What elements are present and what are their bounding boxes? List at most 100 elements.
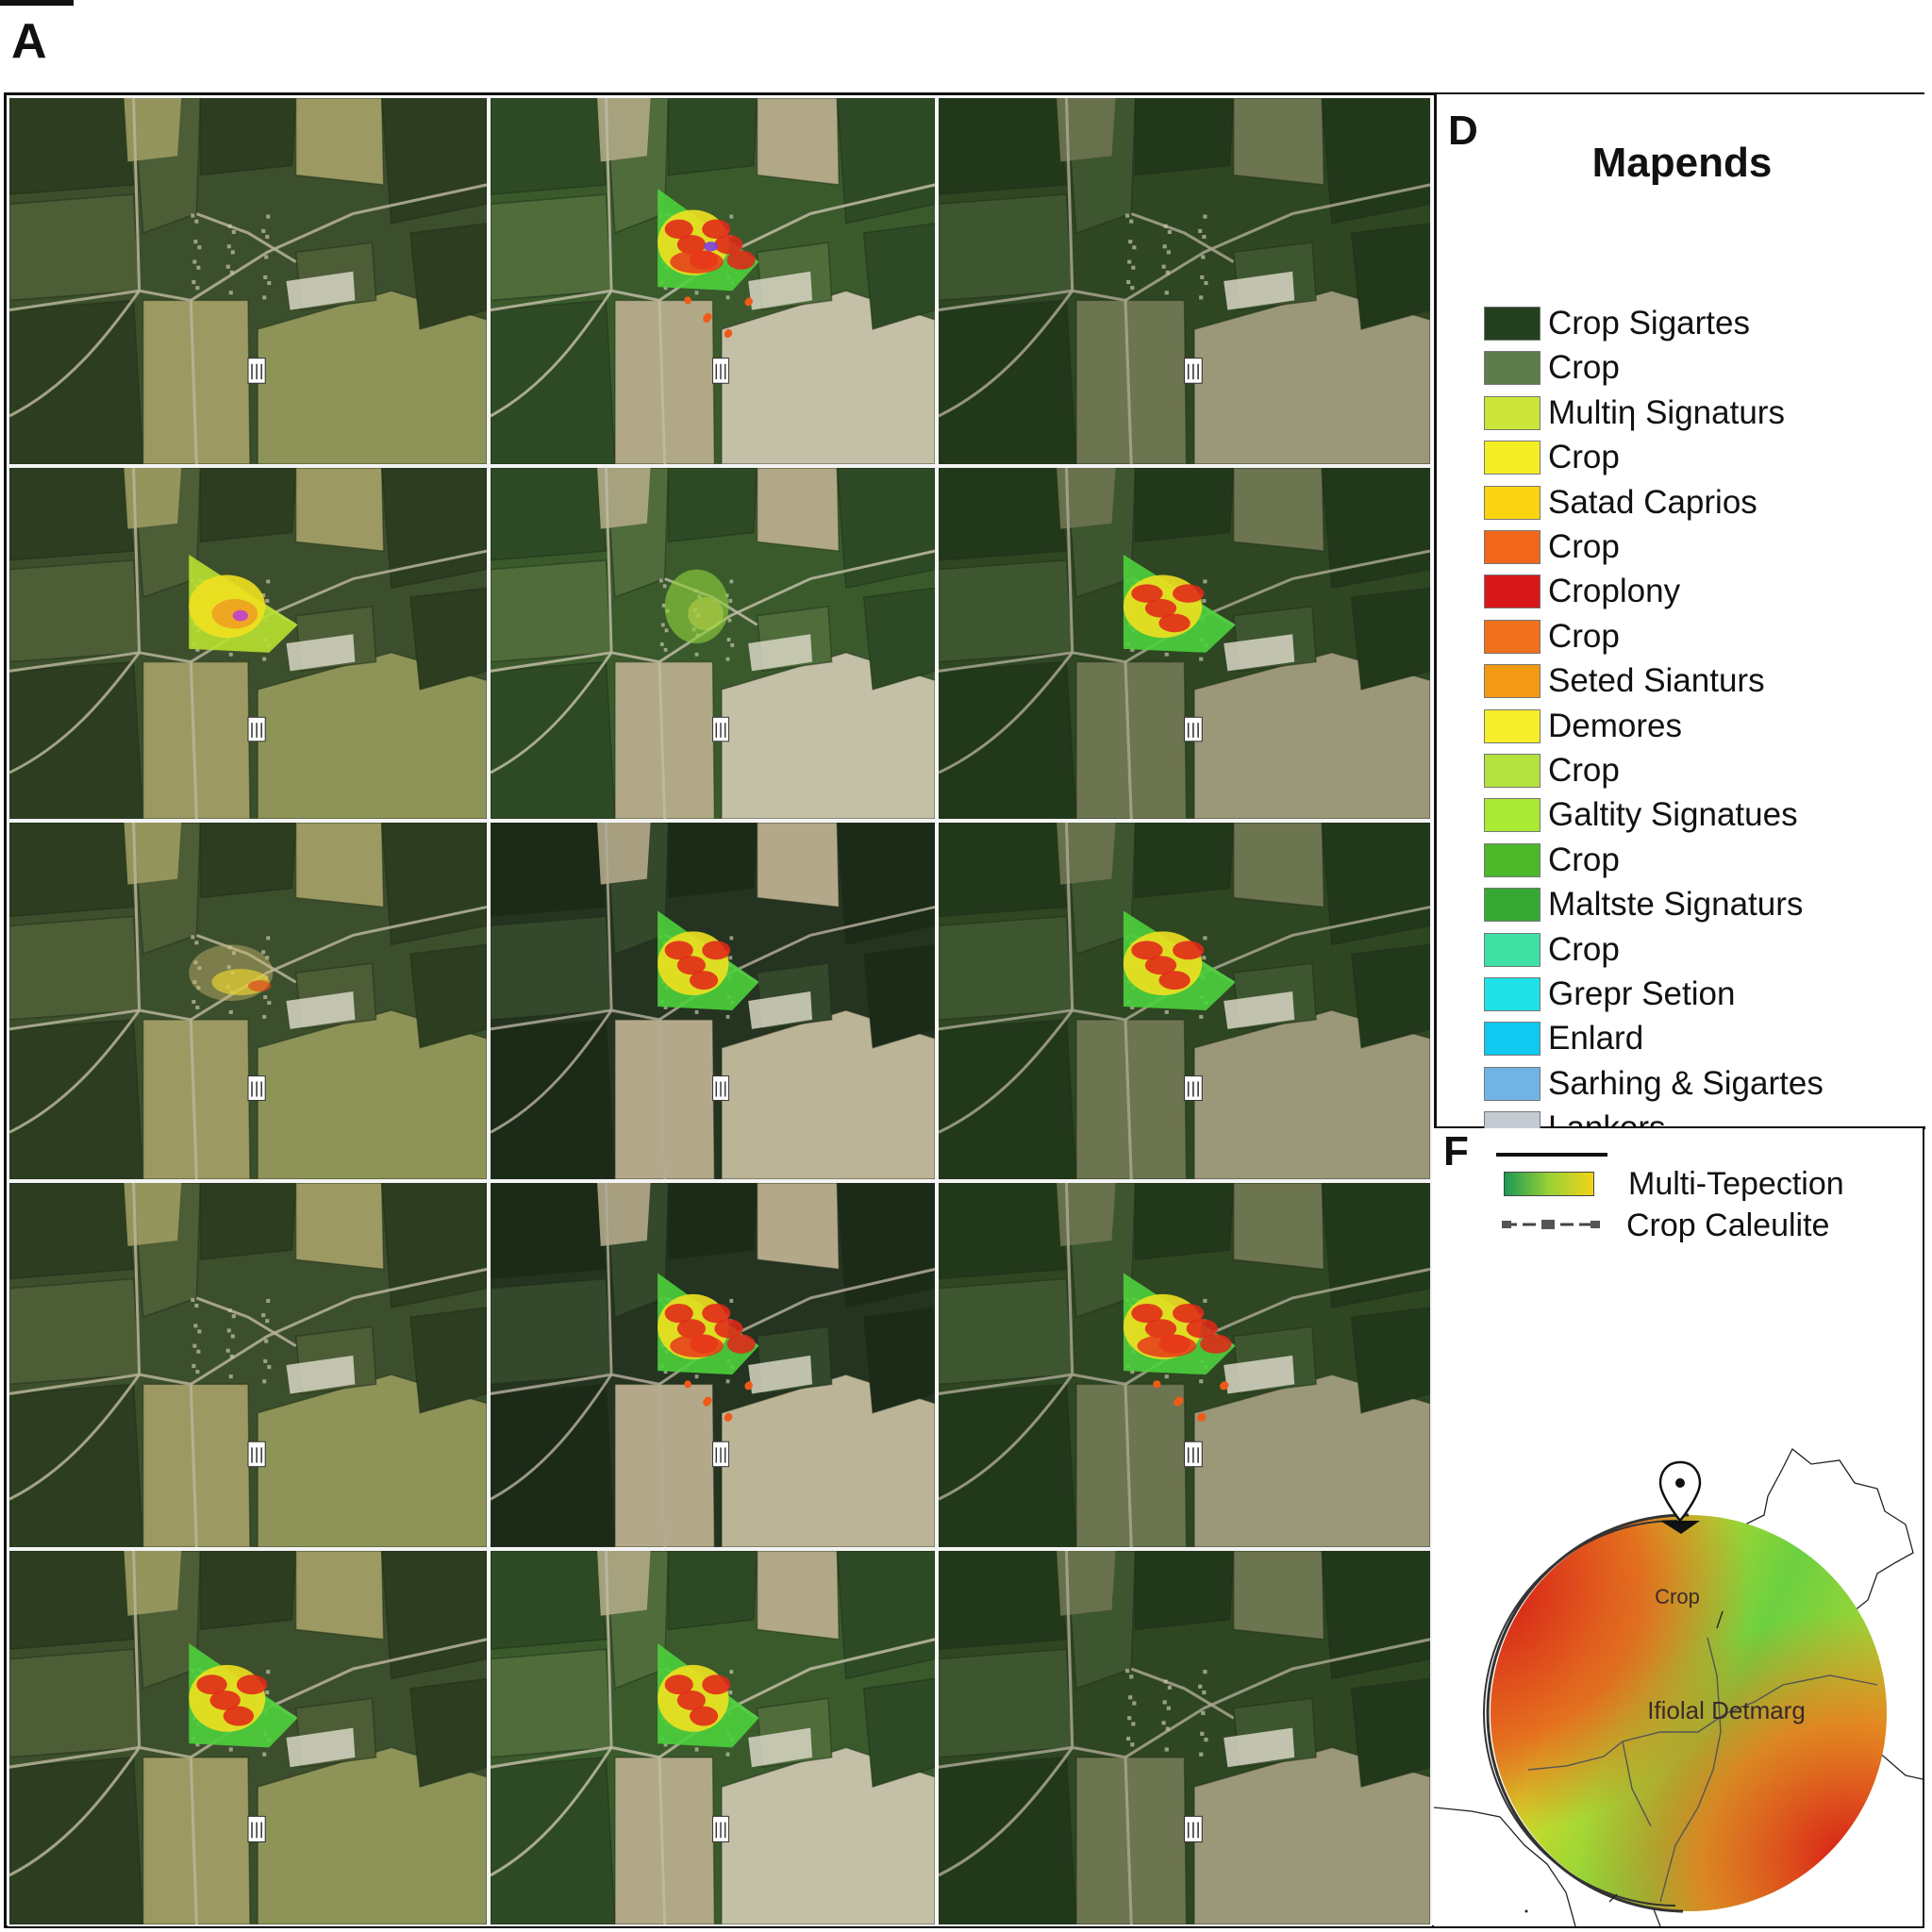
legend-item: Crop (1484, 438, 1620, 477)
legend-label: Satad Caprios (1548, 483, 1757, 521)
legend-item: Enlard (1484, 1019, 1643, 1058)
legend-item: Galtity Signatues (1484, 795, 1798, 835)
gradient-label: Multi-Tepection (1628, 1166, 1844, 1202)
legend-swatch (1484, 1022, 1541, 1057)
legend-item: Croplony (1484, 572, 1680, 611)
aerial-image (491, 98, 935, 464)
overview-map-panel: F Multi-Tepection Crop Caleulite (1434, 1128, 1923, 1926)
legend-item: Crop (1484, 841, 1620, 880)
aerial-tile (489, 466, 937, 821)
panel-letter-f: F (1443, 1128, 1469, 1174)
legend-item: Crop (1484, 617, 1620, 657)
aerial-tile (489, 96, 937, 466)
aerial-tile (937, 1181, 1432, 1549)
aerial-image (491, 823, 935, 1179)
legend-label: Grepr Setion (1548, 975, 1736, 1012)
legend-swatch (1484, 307, 1541, 341)
legend-swatch (1484, 932, 1541, 967)
aerial-image (939, 468, 1430, 819)
aerial-tile (937, 1549, 1432, 1926)
aerial-image (491, 1183, 935, 1547)
overview-map: Crop Ifiolal Detmarg (1434, 1447, 1923, 1926)
circle-label-mid: Ifiolal Detmarg (1647, 1696, 1806, 1724)
aerial-image (939, 823, 1430, 1179)
legend-label: Crop (1548, 617, 1620, 655)
aerial-tile (8, 466, 489, 821)
legend-swatch (1484, 754, 1541, 788)
legend-label: Crop (1548, 349, 1620, 387)
aerial-tile (937, 96, 1432, 466)
legend-label: Enlard (1548, 1020, 1644, 1058)
legend-swatch (1484, 619, 1541, 654)
panel-letter-a: A (11, 14, 47, 69)
aerial-image (9, 98, 487, 464)
aerial-image (939, 98, 1430, 464)
aerial-tile (489, 821, 937, 1181)
legend-swatch (1484, 530, 1541, 564)
legend-item: Crop (1484, 751, 1620, 791)
legend-swatch (1484, 888, 1541, 923)
aerial-tile-grid (8, 96, 1432, 1926)
legend-item: Multiη Signaturs (1484, 393, 1785, 433)
legend-swatch (1484, 575, 1541, 609)
aerial-tile (8, 96, 489, 466)
legend-label: Multiη Signaturs (1548, 393, 1785, 431)
gradient-swatch (1504, 1172, 1594, 1196)
aerial-image (939, 1183, 1430, 1547)
legend-item: Demores (1484, 707, 1682, 746)
legend-label: Crop (1548, 528, 1620, 565)
legend-item: Crop (1484, 930, 1620, 970)
legend-label: Sarhing & Sigartes (1548, 1064, 1824, 1102)
legend-swatch (1484, 485, 1541, 520)
legend-item: Crop Sigartes (1484, 304, 1750, 343)
aerial-image (491, 1551, 935, 1924)
aerial-image (9, 823, 487, 1179)
aerial-image (9, 1551, 487, 1924)
aerial-tile (489, 1549, 937, 1926)
legend-item: Crop (1484, 348, 1620, 388)
aerial-tile (8, 821, 489, 1181)
aerial-tile (8, 1181, 489, 1549)
legend-swatch (1484, 708, 1541, 743)
legend-swatch (1484, 351, 1541, 386)
line-label: Crop Caleulite (1626, 1208, 1830, 1243)
legend-label: Crop (1548, 841, 1620, 878)
legend-title: Mapends (1591, 140, 1773, 186)
legend-item: Crop (1484, 527, 1620, 567)
legend-label: Demores (1548, 707, 1682, 744)
legend-swatch (1484, 441, 1541, 475)
aerial-image (491, 468, 935, 819)
legend-label: Maltste Signaturs (1548, 886, 1804, 924)
legend-label: Crop Sigartes (1548, 305, 1750, 341)
legend-swatch (1484, 664, 1541, 699)
aerial-tile (489, 1181, 937, 1549)
legend-swatch (1484, 798, 1541, 833)
scale-rule (1496, 1153, 1607, 1157)
dashed-line-icon (1502, 1220, 1600, 1229)
aerial-image (9, 1183, 487, 1547)
legend-swatch (1484, 842, 1541, 877)
legend-item: Maltste Signaturs (1484, 885, 1803, 924)
panel-letter-d: D (1448, 108, 1478, 154)
legend-label: Crop (1548, 930, 1620, 968)
aerial-tile (8, 1549, 489, 1926)
legend-label: Croplony (1548, 573, 1681, 610)
legend-panel: D Mapends Crop Sigartes Crop Multiη Signat… (1434, 94, 1925, 1191)
aerial-tile (937, 821, 1432, 1181)
legend-label: Seted Sianturs (1548, 662, 1765, 700)
top-rule (0, 0, 74, 6)
aerial-tile (937, 466, 1432, 821)
legend-label: Galtity Signatues (1548, 796, 1798, 834)
legend-swatch (1484, 1066, 1541, 1101)
legend-item: Sarhing & Sigartes (1484, 1064, 1824, 1104)
legend-label: Crop (1548, 439, 1620, 476)
aerial-image (939, 1551, 1430, 1924)
legend-item: Grepr Setion (1484, 974, 1735, 1014)
legend-swatch (1484, 977, 1541, 1011)
legend-item: Satad Caprios (1484, 483, 1757, 523)
legend-swatch (1484, 395, 1541, 430)
aerial-image (9, 468, 487, 819)
legend-item: Seted Sianturs (1484, 661, 1765, 701)
legend-label: Crop (1548, 752, 1620, 789)
circle-label-top: Crop (1655, 1585, 1700, 1608)
